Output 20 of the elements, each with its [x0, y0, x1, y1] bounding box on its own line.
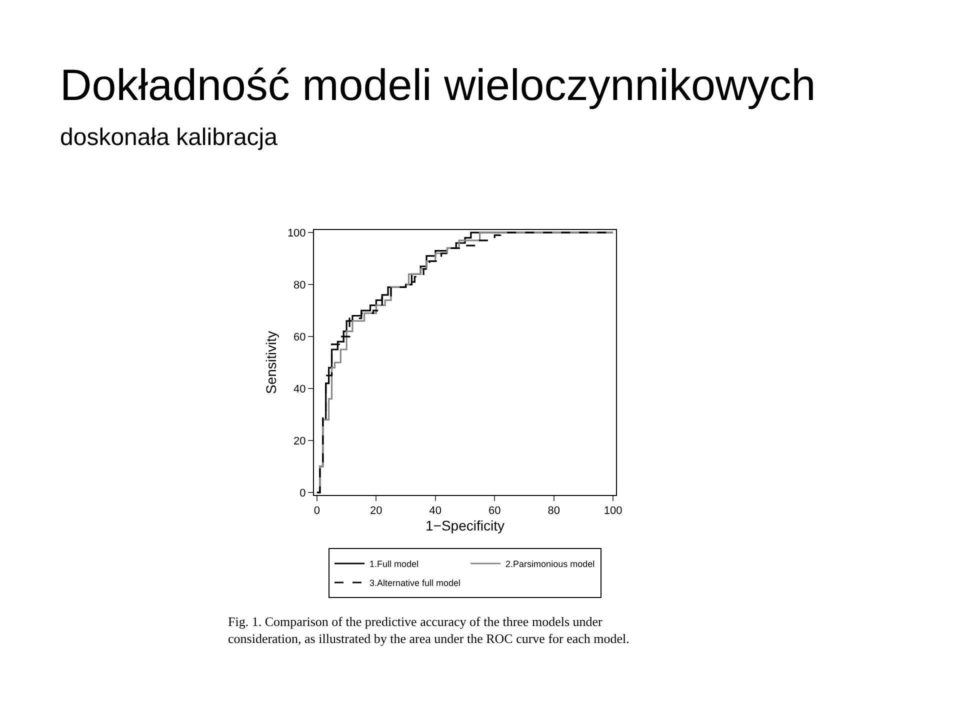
legend-label: 2.Parsimonious model: [506, 559, 595, 570]
y-tick-label: 100: [287, 227, 306, 240]
chart-subtitle: doskonała kalibracja: [60, 124, 278, 152]
x-tick-label: 80: [548, 505, 560, 518]
x-tick-label: 100: [604, 505, 622, 518]
y-axis-title: Sensitivity: [263, 330, 279, 394]
y-tick-label: 60: [294, 331, 306, 344]
x-axis-title: 1−Specificity: [426, 518, 504, 534]
y-tick-label: 80: [294, 279, 306, 292]
y-tick-label: 0: [300, 487, 306, 500]
legend-label: 3.Alternative full model: [370, 578, 461, 588]
x-tick-label: 20: [370, 505, 382, 518]
y-tick-label: 40: [294, 383, 306, 396]
chart-title: Dokładność modeli wieloczynnikowych: [60, 61, 816, 110]
x-tick-label: 0: [314, 505, 320, 518]
legend-label: 1.Full model: [370, 559, 419, 570]
caption: Fig. 1. Comparison of the predictive accuracy of the three models under consideration, as illustrated by the area under the ROC curve for each model.: [228, 614, 630, 648]
x-tick-label: 60: [488, 505, 501, 518]
x-tick-label: 40: [429, 505, 442, 518]
y-tick-label: 20: [294, 435, 306, 448]
